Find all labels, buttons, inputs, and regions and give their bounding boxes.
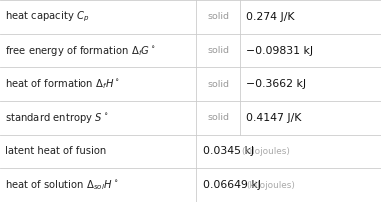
Text: standard entropy $S^\circ$: standard entropy $S^\circ$	[5, 111, 109, 125]
Text: heat capacity $C_p$: heat capacity $C_p$	[5, 10, 89, 24]
Text: free energy of formation $\Delta_f G^\circ$: free energy of formation $\Delta_f G^\ci…	[5, 43, 156, 58]
Text: heat of formation $\Delta_f H^\circ$: heat of formation $\Delta_f H^\circ$	[5, 77, 120, 91]
Text: (kilojoules): (kilojoules)	[242, 147, 291, 156]
Text: solid: solid	[207, 12, 229, 21]
Text: 0.06649 kJ: 0.06649 kJ	[203, 180, 261, 190]
Text: solid: solid	[207, 80, 229, 89]
Text: −0.3662 kJ: −0.3662 kJ	[246, 79, 306, 89]
Text: (kilojoules): (kilojoules)	[246, 181, 295, 190]
Text: solid: solid	[207, 113, 229, 122]
Text: 0.4147 J/K: 0.4147 J/K	[246, 113, 301, 123]
Text: 0.274 J/K: 0.274 J/K	[246, 12, 295, 22]
Text: heat of solution $\Delta_{sol}H^\circ$: heat of solution $\Delta_{sol}H^\circ$	[5, 178, 118, 192]
Text: solid: solid	[207, 46, 229, 55]
Text: −0.09831 kJ: −0.09831 kJ	[246, 45, 313, 56]
Text: latent heat of fusion: latent heat of fusion	[5, 146, 106, 157]
Text: 0.0345 kJ: 0.0345 kJ	[203, 146, 255, 157]
